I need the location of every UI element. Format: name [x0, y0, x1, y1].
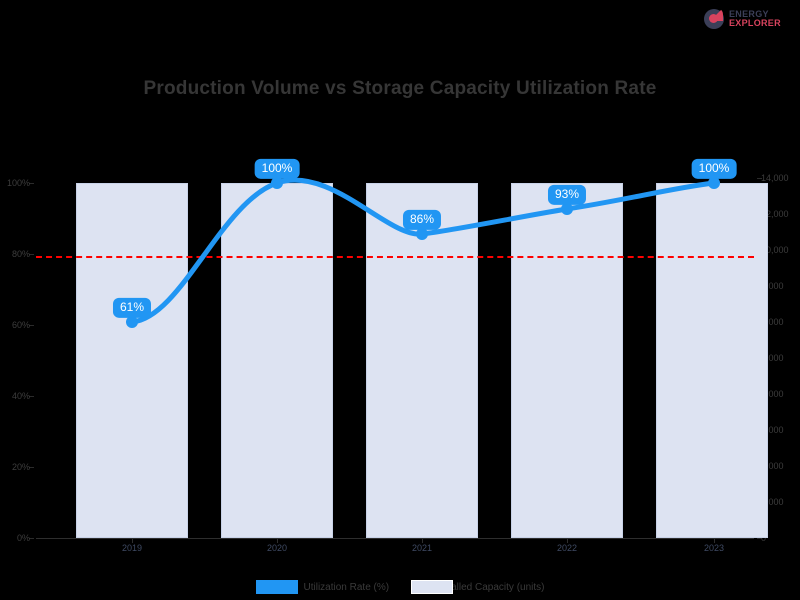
x-tick-mark	[277, 538, 278, 543]
x-axis-labels: 2019 2020 2021 2022 2023	[36, 538, 754, 561]
y-tick-mark	[757, 178, 762, 179]
y-tick-mark	[29, 325, 34, 326]
y-tick-label-left-4: 20%	[11, 462, 30, 472]
legend-item-1[interactable]: Total Installed Capacity (units)	[411, 580, 545, 594]
bar-2020[interactable]	[221, 183, 333, 538]
data-point-2023[interactable]	[708, 177, 720, 189]
chart-legend: Utilization Rate (%) Total Installed Capa…	[0, 580, 800, 594]
bar-2019[interactable]	[76, 183, 188, 538]
bar-2023[interactable]	[656, 183, 768, 538]
legend-swatch-line	[255, 580, 298, 594]
logo-line-2: EXPLORER	[729, 18, 781, 28]
line-series-path	[129, 177, 717, 325]
x-axis-line	[36, 538, 754, 539]
x-tick-mark	[132, 538, 133, 543]
x-tick-label-3: 2022	[556, 543, 578, 553]
x-tick-mark	[714, 538, 715, 543]
data-point-2020[interactable]	[271, 177, 283, 189]
y-tick-mark	[757, 538, 762, 539]
y-tick-mark	[29, 538, 34, 539]
y-tick-label-left-0: 100%	[6, 178, 30, 188]
y-tick-label-right-0: 14,000	[761, 173, 789, 183]
legend-label-0: Utilization Rate (%)	[303, 581, 390, 593]
legend-swatch-bar	[411, 580, 454, 594]
bar-2022[interactable]	[511, 183, 623, 538]
logo-mark-icon	[702, 7, 726, 31]
legend-label-1: Total Installed Capacity (units)	[411, 581, 545, 593]
plot-area: 61% 100% 86% 93% 100%	[36, 150, 768, 538]
x-tick-label-0: 2019	[121, 543, 143, 553]
x-tick-mark	[422, 538, 423, 543]
x-tick-label-4: 2023	[703, 543, 725, 553]
y-tick-label-left-5: 0%	[16, 533, 30, 543]
data-label-2022: 93%	[547, 184, 587, 205]
logo-line-1: ENERGY	[729, 8, 769, 19]
x-tick-label-2: 2021	[411, 543, 433, 553]
y-axis-left: 100% 80% 60% 40% 20% 0%	[0, 150, 34, 543]
y-tick-label-left-1: 80%	[11, 249, 30, 259]
data-label-2021: 86%	[402, 209, 442, 230]
y-tick-mark	[29, 254, 34, 255]
data-label-2020: 100%	[254, 158, 300, 179]
data-point-2021[interactable]	[416, 228, 428, 240]
chart-title: Production Volume vs Storage Capacity Ut…	[143, 78, 657, 99]
y-tick-mark	[29, 396, 34, 397]
x-tick-label-1: 2020	[266, 543, 288, 553]
line-series	[126, 177, 720, 328]
y-tick-label-left-3: 40%	[11, 391, 30, 401]
bar-2021[interactable]	[366, 183, 478, 538]
reference-line	[36, 256, 754, 258]
line-series-markers	[126, 177, 720, 328]
y-tick-mark	[29, 467, 34, 468]
logo-wordmark: ENERGY EXPLORER	[729, 8, 781, 28]
x-tick-mark	[567, 538, 568, 543]
y-tick-mark	[29, 183, 34, 184]
data-point-2022[interactable]	[561, 203, 573, 215]
legend-item-0[interactable]: Utilization Rate (%)	[255, 580, 390, 594]
data-label-2023: 100%	[691, 158, 737, 179]
data-point-2019[interactable]	[126, 316, 138, 328]
brand-logo: ENERGY EXPLORER	[702, 4, 794, 34]
data-label-2019: 61%	[112, 297, 152, 318]
y-tick-label-left-2: 60%	[11, 320, 30, 330]
